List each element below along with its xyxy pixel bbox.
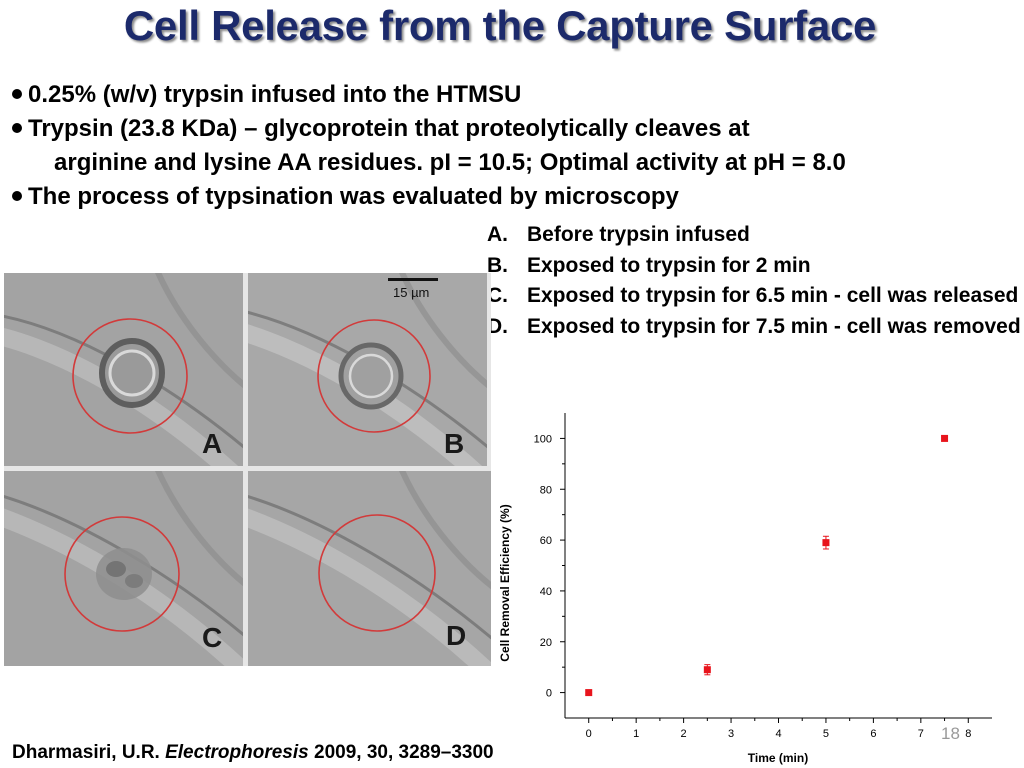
bullet-list: 0.25% (w/v) trypsin infused into the HTM… (10, 78, 846, 214)
x-tick-label: 6 (870, 728, 876, 740)
microscopy-panel-a: A (4, 273, 243, 466)
x-tick-label: 7 (918, 728, 924, 740)
slide-number: 18 (941, 724, 960, 743)
citation-author: Dharmasiri, U.R. (12, 742, 166, 763)
x-tick-label: 3 (728, 728, 734, 740)
legend-text: Before trypsin infused (527, 223, 750, 246)
bullet-2-text: Trypsin (23.8 KDa) – glycoprotein that p… (28, 115, 750, 142)
legend-text: Exposed to trypsin for 2 min (527, 253, 811, 277)
panel-legend-list: A. Before trypsin infused B. Exposed to tr… (487, 220, 1022, 342)
legend-letter: B. (487, 253, 508, 277)
legend-letter: C. (487, 284, 508, 307)
legend-letter: D. (487, 314, 508, 338)
y-tick-label: 20 (540, 637, 552, 649)
x-tick-label: 5 (823, 728, 829, 740)
microscopy-panel-b: 15 µm B (248, 273, 487, 466)
microscopy-panel-grid: A 15 µm B C (4, 273, 491, 666)
bullet-3-text: The process of typsination was evaluated… (28, 183, 679, 210)
bullet-dot-icon (12, 191, 22, 201)
bullet-dot-icon (12, 89, 22, 99)
y-tick-label: 40 (540, 586, 552, 598)
citation: Dharmasiri, U.R. Electrophoresis 2009, 3… (12, 742, 494, 764)
legend-item-b: B. Exposed to trypsin for 2 min (487, 251, 1022, 282)
data-point (941, 434, 949, 442)
slide-title: Cell Release from the Capture Surface (123, 2, 877, 49)
red-circle-marker (318, 514, 436, 632)
citation-ref: 2009, 30, 3289–3300 (308, 742, 494, 763)
bullet-2: Trypsin (23.8 KDa) – glycoprotein that p… (10, 112, 846, 146)
x-tick-label: 4 (775, 728, 781, 740)
y-tick-label: 100 (534, 433, 552, 445)
legend-text: Exposed to trypsin for 6.5 min - cell wa… (527, 284, 1019, 307)
panel-label-a: A (202, 428, 222, 459)
panel-label-b: B (444, 428, 464, 459)
x-tick-label: 1 (633, 728, 639, 740)
legend-item-d: D. Exposed to trypsin for 7.5 min - cell … (487, 312, 1022, 343)
data-point (703, 666, 711, 674)
chart-y-label: Cell Removal Efficiency (%) (498, 504, 512, 661)
y-tick-label: 60 (540, 535, 552, 547)
red-circle-marker (72, 318, 188, 434)
y-tick-label: 80 (540, 484, 552, 496)
x-tick-label: 2 (681, 728, 687, 740)
chart-x-label: Time (min) (748, 751, 808, 765)
bullet-2-continuation: arginine and lysine AA residues. pI = 10… (54, 149, 846, 176)
microscopy-panel-d: D (248, 471, 491, 666)
panel-label-c: C (202, 622, 222, 653)
y-tick-label: 0 (546, 688, 552, 700)
bullet-1-text: 0.25% (w/v) trypsin infused into the HTM… (28, 81, 522, 108)
x-tick-label: 0 (586, 728, 592, 740)
scale-bar-label: 15 µm (393, 285, 429, 300)
legend-letter: A. (487, 223, 508, 246)
legend-item-c: C. Exposed to trypsin for 6.5 min - cell … (487, 281, 1022, 312)
x-tick-label: 8 (965, 728, 971, 740)
bullet-1: 0.25% (w/v) trypsin infused into the HTM… (10, 78, 846, 112)
red-circle-marker (317, 319, 431, 433)
bullet-3: The process of typsination was evaluated… (10, 180, 846, 214)
scale-bar (388, 278, 438, 281)
data-point (822, 539, 830, 547)
bullet-dot-icon (12, 123, 22, 133)
legend-text: Exposed to trypsin for 7.5 min - cell wa… (527, 314, 1021, 338)
panel-label-d: D (446, 620, 466, 651)
legend-item-a: A. Before trypsin infused (487, 220, 1022, 251)
data-point (585, 689, 593, 697)
microscopy-panel-c: C (4, 471, 243, 666)
red-circle-marker (64, 516, 180, 632)
citation-journal: Electrophoresis (165, 742, 309, 763)
